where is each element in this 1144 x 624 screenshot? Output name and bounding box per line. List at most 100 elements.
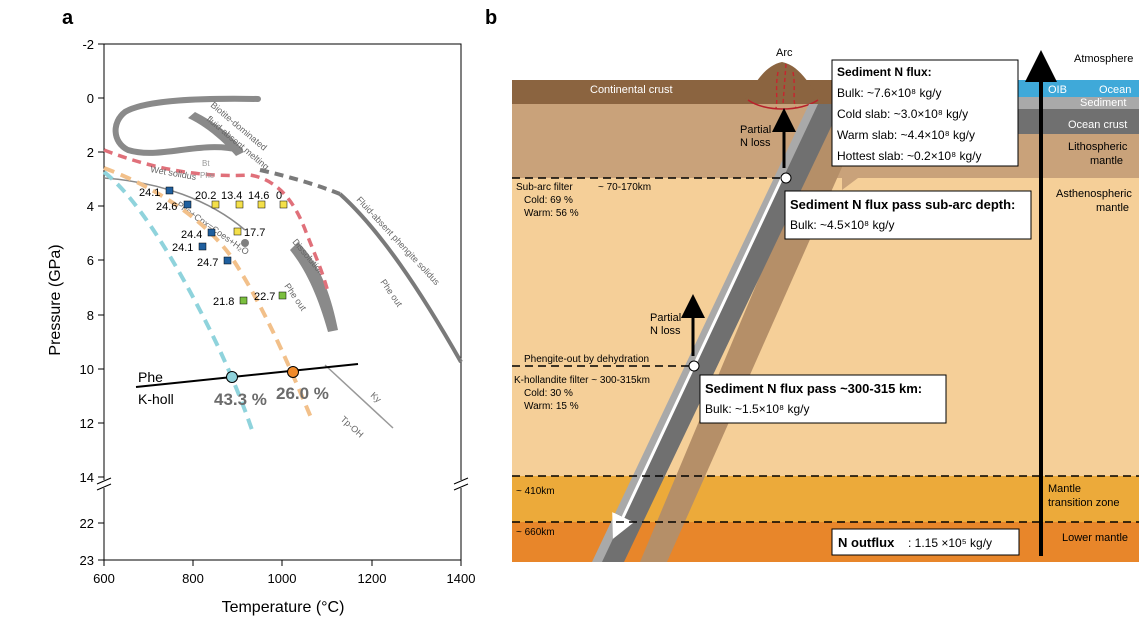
- asthenospheric-mantle-label: Asthenospheric: [1056, 188, 1132, 200]
- sub-arc-pass-box: Sediment N flux pass sub-arc depth: Bulk…: [784, 190, 1032, 240]
- box3-title: Sediment N flux pass ~300-315 km:: [705, 381, 922, 396]
- phe-out-mid-label: Phe out: [282, 281, 308, 313]
- partial-n-loss-label-3: Partial: [650, 312, 681, 324]
- panel-a-letter: a: [62, 7, 74, 29]
- y-tick-label: 2: [87, 145, 94, 160]
- red-dashed-curve: [103, 148, 330, 293]
- sub-arc-filter-label: Sub-arc filter: [516, 182, 573, 193]
- outflux-label: N outflux: [838, 535, 895, 550]
- sediment-label: Sediment: [1080, 97, 1126, 109]
- lower-mantle-label: Lower mantle: [1062, 532, 1128, 544]
- point-label: 14.6: [248, 190, 269, 202]
- y-tick-label: 8: [87, 308, 94, 323]
- box1-line: Cold slab: ~3.0×10⁸ kg/y: [837, 107, 968, 121]
- y-tick-label: -2: [82, 37, 94, 52]
- data-square: [165, 186, 174, 195]
- data-square: [207, 228, 216, 237]
- box1-line: Bulk: ~7.6×10⁸ kg/y: [837, 86, 941, 100]
- continental-crust-label: Continental crust: [590, 84, 673, 96]
- box2-line: Bulk: ~4.5×10⁸ kg/y: [790, 218, 894, 232]
- phengite-solidus-label: Fluid-absent phengite solidus: [355, 195, 442, 288]
- y-axis: -2 0 2 4 6 8 10 12 14 22 23 Pressure (GP…: [47, 37, 104, 568]
- phe-label: Phe: [138, 369, 163, 385]
- phengite-solidus-dashed: [259, 168, 341, 196]
- box3-line: Bulk: ~1.5×10⁸ kg/y: [705, 402, 809, 416]
- data-squares: [165, 186, 288, 305]
- data-square: [239, 296, 248, 305]
- box1-line: Hottest slab: ~0.2×10⁸ kg/y: [837, 149, 981, 163]
- sediment-n-flux-box: Sediment N flux: Bulk: ~7.6×10⁸ kg/y Col…: [831, 59, 1019, 167]
- n-outflux-box: N outflux : 1.15 ×10⁵ kg/y: [831, 528, 1020, 556]
- y-tick-label: 22: [80, 516, 94, 531]
- axis-break-right: [453, 477, 469, 491]
- data-square: [279, 200, 288, 209]
- x-tick-label: 600: [93, 571, 115, 586]
- y-axis-label: Pressure (GPa): [47, 244, 64, 355]
- point-label: 24.1: [172, 242, 193, 254]
- ky-label: Ky: [369, 390, 384, 405]
- partial-n-loss-label-2: N loss: [740, 137, 771, 149]
- point-label: 21.8: [213, 296, 234, 308]
- panel-b: b Arc Continental crust: [485, 7, 1139, 562]
- point-label: 24.6: [156, 201, 177, 213]
- data-square: [278, 291, 287, 300]
- outflux-value: : 1.15 ×10⁵ kg/y: [908, 536, 992, 550]
- y-tick-label: 23: [80, 553, 94, 568]
- arc-volcano: [742, 62, 824, 104]
- partial-n-loss-label-1: Partial: [740, 124, 771, 136]
- bt-label: Bt: [202, 159, 210, 168]
- kholl-filter-label: K-hollandite filter ~ 300-315km: [514, 375, 650, 386]
- y-tick-label: 6: [87, 253, 94, 268]
- depth-410-label: ~ 410km: [516, 486, 555, 497]
- x-tick-label: 1400: [447, 571, 476, 586]
- panel-a: a -2 0 2 4: [47, 7, 475, 616]
- point-label: 0: [276, 190, 282, 202]
- reaction-point: [241, 239, 249, 247]
- ocean-label: Ocean: [1099, 84, 1131, 96]
- x-tick-label: 1000: [268, 571, 297, 586]
- point-label: 24.7: [197, 257, 218, 269]
- arc-label: Arc: [776, 47, 793, 59]
- data-square: [257, 200, 266, 209]
- y-tick-label: 14: [80, 470, 94, 485]
- lithospheric-mantle-label: mantle: [1090, 155, 1123, 167]
- y-tick-label: 12: [80, 416, 94, 431]
- x-axis-label: Temperature (°C): [222, 599, 345, 616]
- kholl-pass-box: Sediment N flux pass ~300-315 km: Bulk: …: [699, 374, 947, 424]
- y-tick-label: 0: [87, 91, 94, 106]
- box1-line: Warm slab: ~4.4×10⁸ kg/y: [837, 128, 975, 142]
- slab-flow-arrow: [612, 177, 784, 539]
- warm-slab-path: [103, 166, 314, 421]
- slab-ocean-crust: [600, 104, 842, 562]
- kholl-cold-label: Cold: 30 %: [524, 388, 573, 399]
- phe-out-right-label: Phe out: [378, 277, 404, 309]
- data-square: [223, 256, 232, 265]
- data-square: [198, 242, 207, 251]
- x-tick-label: 800: [182, 571, 204, 586]
- warm-intersection-point: [287, 366, 299, 378]
- oib-label: OIB: [1048, 84, 1067, 96]
- phe-label-small: Phe: [200, 171, 215, 180]
- lithospheric-mantle-label: Lithospheric: [1068, 141, 1128, 153]
- x-axis: 600 800 1000 1200 1400 Temperature (°C): [93, 560, 475, 616]
- axis-break-left: [96, 477, 112, 491]
- panel-b-letter: b: [485, 7, 497, 29]
- biotite-melting-band: [188, 112, 244, 156]
- sub-arc-cold-label: Cold: 69 %: [524, 195, 573, 206]
- arc-conduit: [775, 63, 797, 109]
- data-square: [211, 200, 220, 209]
- data-square: [183, 200, 192, 209]
- biotite-melting-curve: [112, 95, 261, 156]
- kholl-warm-label: Warm: 15 %: [524, 401, 579, 412]
- data-square-labels: 24.1 24.6 20.2 13.4 14.6 0 17.7 24.4 24.…: [139, 187, 282, 308]
- wet-solidus-label: Wet solidus: [150, 164, 198, 182]
- point-label: 20.2: [195, 190, 216, 202]
- box1-title: Sediment N flux:: [837, 65, 932, 79]
- depth-660-label: ~ 660km: [516, 527, 555, 538]
- data-square: [233, 227, 242, 236]
- box2-title: Sediment N flux pass sub-arc depth:: [790, 197, 1015, 212]
- warm-percent-label: 26.0 %: [276, 384, 329, 403]
- ky-tp-line: [324, 364, 394, 429]
- cold-intersection-point: [226, 371, 238, 383]
